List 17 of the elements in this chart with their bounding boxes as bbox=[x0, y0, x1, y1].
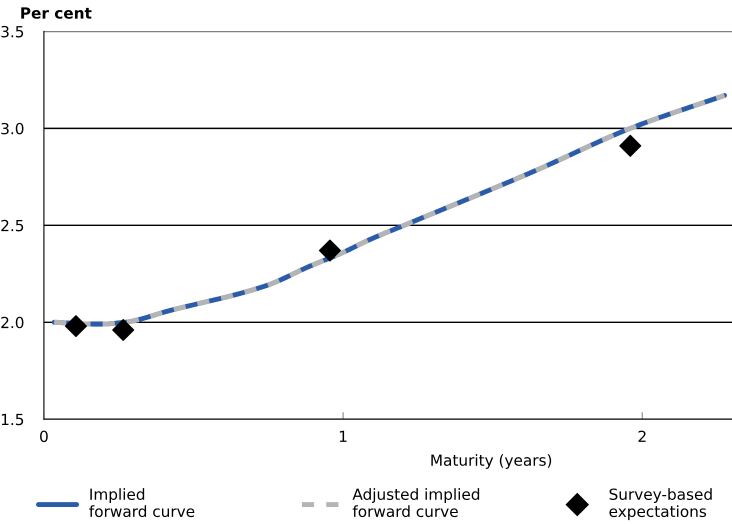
point bbox=[619, 134, 642, 157]
x-tick-label: 2 bbox=[638, 430, 646, 442]
x-axis-title: Maturity (years) bbox=[431, 454, 552, 469]
x-tick-label: 1 bbox=[340, 430, 347, 442]
y-tick-label: 2.0 bbox=[1, 316, 24, 328]
point bbox=[318, 240, 341, 262]
y-tick-label: 3.0 bbox=[1, 122, 24, 134]
point bbox=[112, 319, 134, 342]
legend-label: Implied forward curve bbox=[89, 488, 194, 518]
y-axis-title: Per cent bbox=[21, 7, 92, 19]
point bbox=[64, 315, 87, 338]
legend-label: Survey-based expectations bbox=[609, 488, 712, 520]
y-tick-label: 2.5 bbox=[1, 220, 24, 232]
y-tick-label: 1.5 bbox=[2, 414, 24, 426]
y-tick-label: 3.5 bbox=[1, 26, 24, 38]
x-tick-label: 0 bbox=[40, 430, 48, 442]
legend-label: Adjusted implied forward curve bbox=[352, 488, 480, 518]
